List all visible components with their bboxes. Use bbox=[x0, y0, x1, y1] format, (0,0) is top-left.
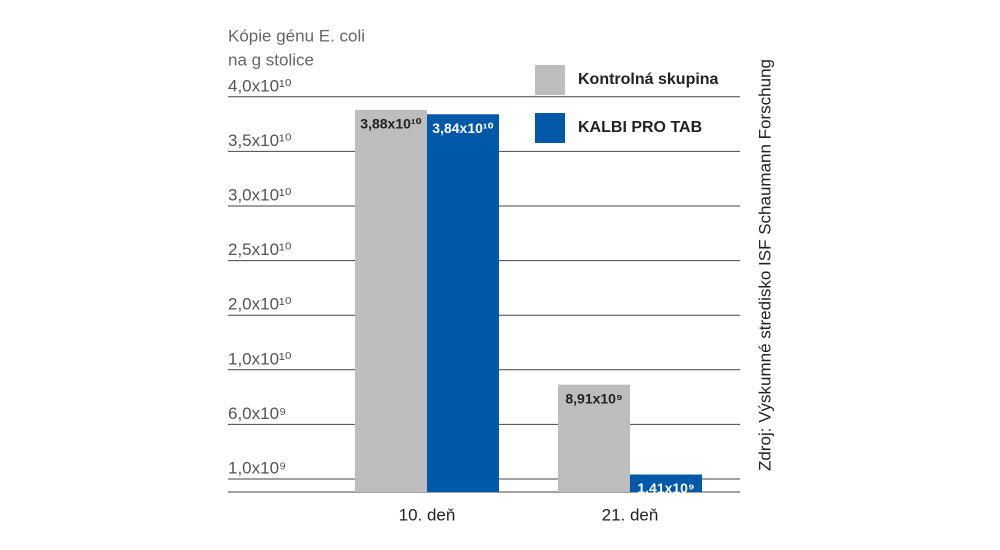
y-tick-label: 2,5x10¹⁰ bbox=[228, 240, 292, 259]
data-label: 3,88x10¹⁰ bbox=[360, 116, 421, 132]
y-tick-label: 2,0x10¹⁰ bbox=[228, 295, 292, 314]
y-tick-label: 6,0x10⁹ bbox=[228, 404, 286, 423]
legend-label: Kontrolná skupina bbox=[578, 71, 719, 88]
y-axis-title: na g stolice bbox=[228, 50, 314, 69]
y-tick-label: 1,0x10¹⁰ bbox=[228, 349, 292, 368]
legend-swatch bbox=[535, 65, 565, 95]
x-tick-label: 21. deň bbox=[602, 505, 659, 524]
source-note: Zdroj: Výskumné stredisko ISF Schaumann … bbox=[755, 59, 774, 471]
y-tick-label: 3,0x10¹⁰ bbox=[228, 185, 292, 204]
data-label: 3,84x10¹⁰ bbox=[432, 120, 493, 136]
y-axis-title: Kópie génu E. coli bbox=[228, 26, 365, 45]
legend-swatch bbox=[535, 113, 565, 143]
legend-label: KALBI PRO TAB bbox=[578, 119, 702, 136]
bar bbox=[427, 114, 499, 492]
data-label: 8,91x10⁹ bbox=[565, 390, 622, 406]
bar bbox=[630, 474, 702, 492]
bar bbox=[355, 109, 427, 493]
y-tick-label: 3,5x10¹⁰ bbox=[228, 131, 292, 150]
data-label: 1,41x10⁹ bbox=[637, 480, 694, 496]
y-tick-label: 4,0x10¹⁰ bbox=[228, 76, 292, 95]
x-tick-label: 10. deň bbox=[399, 505, 456, 524]
bar bbox=[558, 384, 630, 492]
y-tick-label: 1,0x10⁹ bbox=[228, 458, 286, 477]
